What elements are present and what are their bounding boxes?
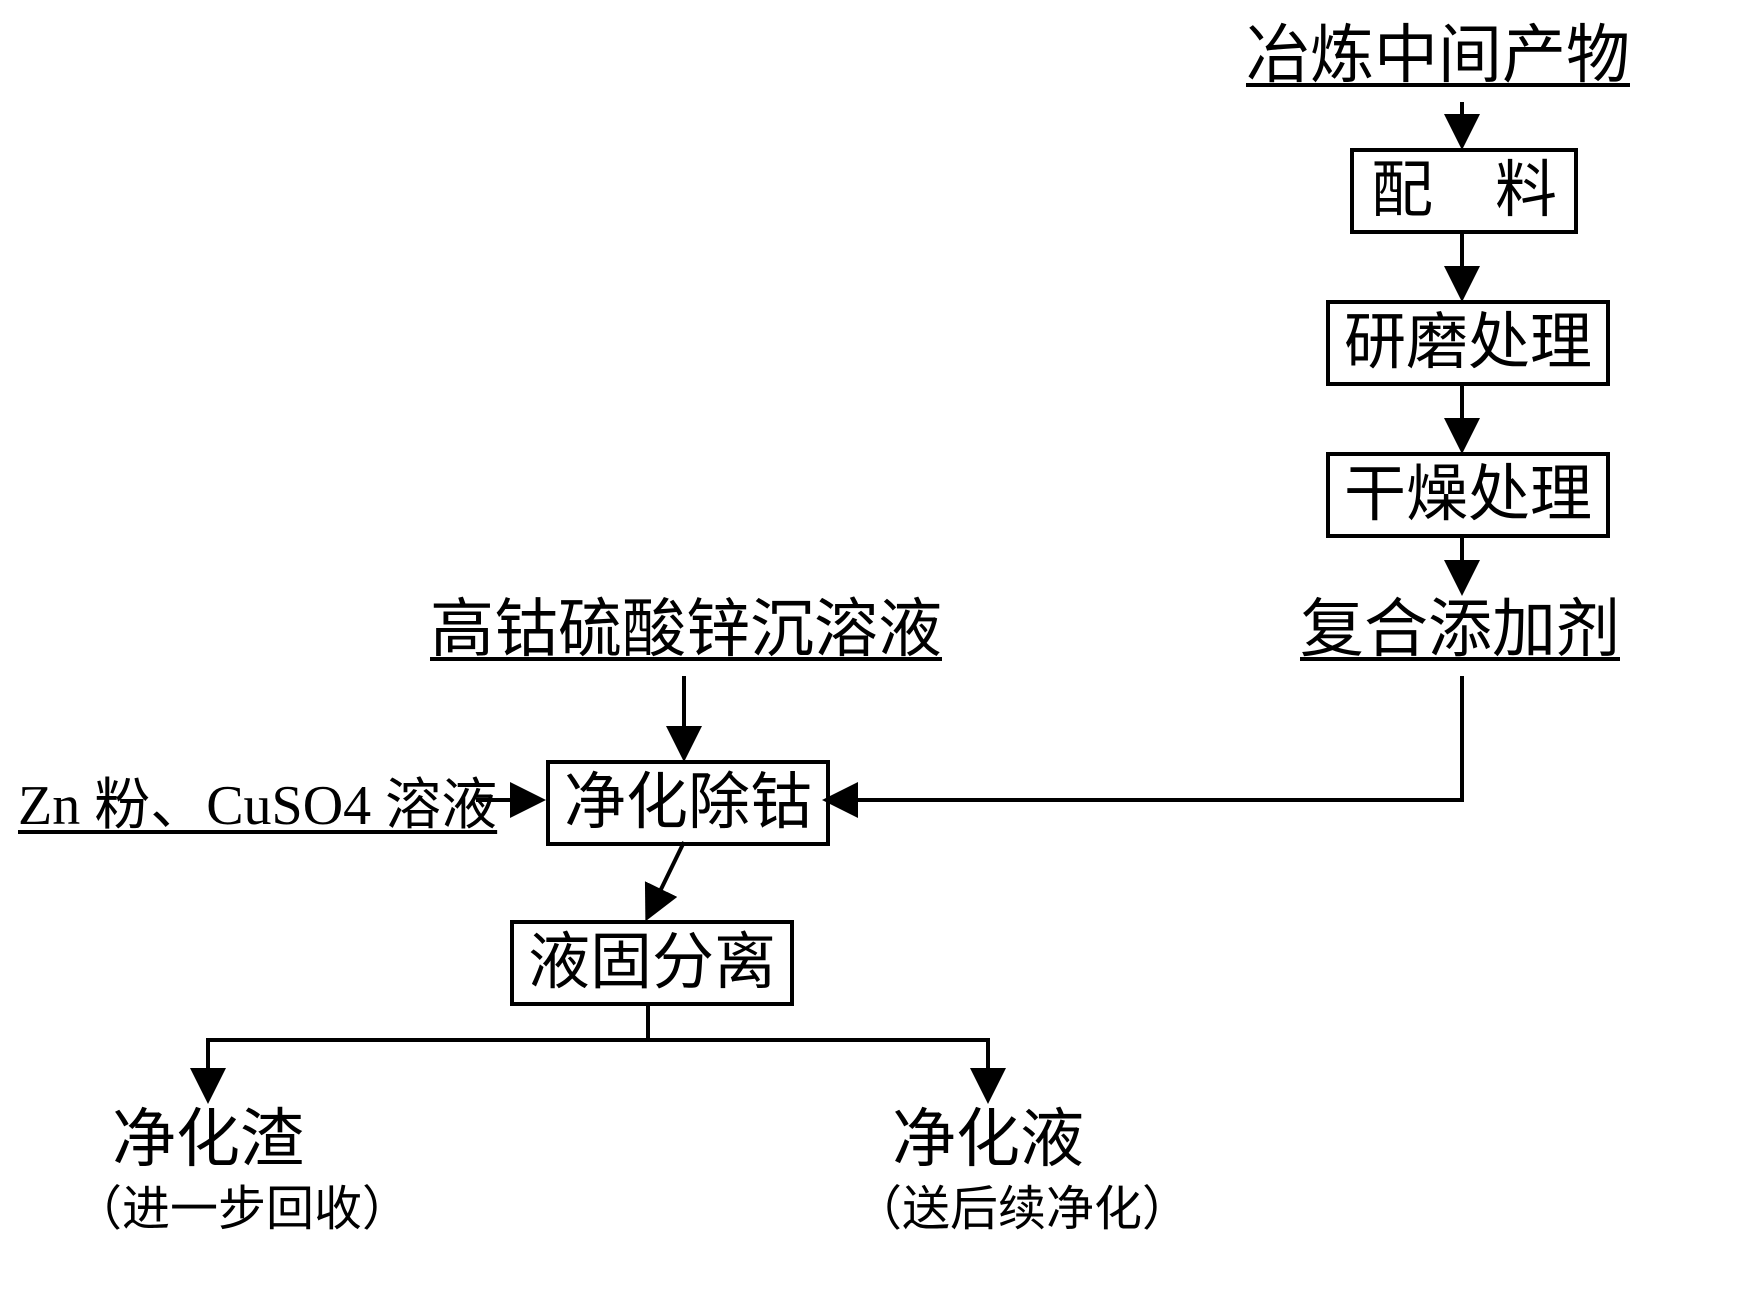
box-liquid-solid-sep: 液固分离	[510, 920, 794, 1006]
node-purify-liquid-note: （送后续净化）	[854, 1186, 1190, 1234]
node-composite-additive: 复合添加剂	[1300, 598, 1620, 662]
box-purify-cobalt: 净化除钴	[546, 760, 830, 846]
box-purify-cobalt-label: 净化除钴	[564, 772, 812, 834]
node-zn-cuso4: Zn 粉、CuSO4 溶液	[18, 778, 497, 834]
box-batching-label: 配 料	[1371, 160, 1557, 222]
box-drying: 干燥处理	[1326, 452, 1610, 538]
node-purify-slag: 净化渣	[112, 1108, 304, 1172]
box-batching: 配 料	[1350, 148, 1578, 234]
node-purify-slag-note: （进一步回收）	[74, 1186, 410, 1234]
box-liquid-solid-sep-label: 液固分离	[528, 932, 776, 994]
box-grinding: 研磨处理	[1326, 300, 1610, 386]
box-drying-label: 干燥处理	[1344, 464, 1592, 526]
node-purify-liquid: 净化液	[892, 1108, 1084, 1172]
node-high-cobalt-zinc: 高钴硫酸锌沉溶液	[430, 598, 942, 662]
node-smelting-intermediate: 冶炼中间产物	[1246, 24, 1630, 88]
box-grinding-label: 研磨处理	[1344, 312, 1592, 374]
